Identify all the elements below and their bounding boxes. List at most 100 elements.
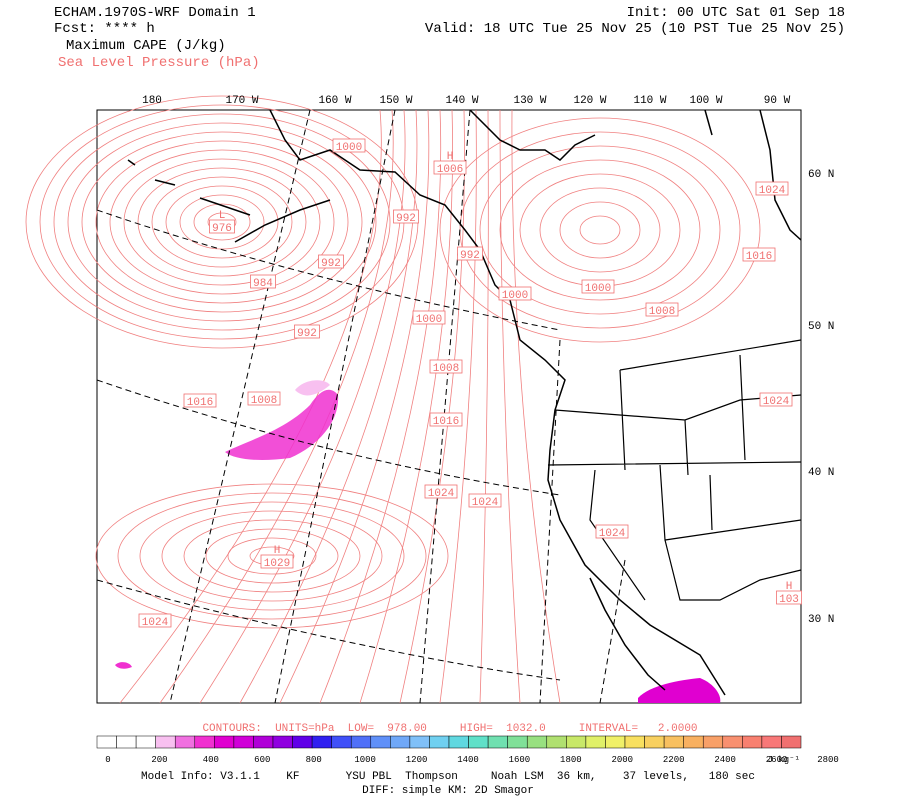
colorbar-swatch bbox=[663, 735, 684, 749]
contour-label-box bbox=[183, 393, 217, 408]
isobar bbox=[95, 140, 349, 304]
colorbar-swatch bbox=[174, 735, 196, 749]
isobar bbox=[319, 109, 442, 704]
isobar bbox=[439, 117, 761, 343]
contour-label: 992 bbox=[460, 250, 480, 262]
colorbar-swatch bbox=[390, 735, 411, 749]
isobar bbox=[559, 201, 641, 259]
cape-shading bbox=[638, 678, 721, 703]
colorbar-swatch bbox=[487, 735, 508, 749]
contour-label-box bbox=[468, 493, 502, 508]
colorbar: 0 200 400 600 800 1000 1200 1400 1600 1800 2000 220… bbox=[96, 735, 839, 765]
contour-label: 1008 bbox=[649, 306, 675, 318]
isobar bbox=[67, 122, 377, 322]
coastline bbox=[469, 109, 666, 691]
contour-label-box bbox=[595, 524, 629, 539]
isobar bbox=[183, 519, 361, 593]
contour-label-box bbox=[318, 254, 344, 269]
contour-field: Sea Level Pressure (hPa) bbox=[58, 55, 260, 71]
isobar bbox=[399, 109, 465, 704]
colorbar-label: 400 bbox=[203, 755, 219, 765]
isobar bbox=[227, 537, 317, 575]
longitude-label: 180 bbox=[142, 95, 162, 107]
contour-label-box bbox=[424, 484, 458, 499]
contour-label-box bbox=[332, 138, 366, 153]
pressure-center: H bbox=[274, 545, 281, 557]
colorbar-label: 2000 bbox=[611, 755, 633, 765]
isobar bbox=[139, 501, 405, 611]
isobar bbox=[479, 109, 489, 704]
longitude-line bbox=[169, 109, 626, 704]
isobar bbox=[179, 194, 265, 250]
isobar bbox=[479, 145, 721, 315]
longitude-label: 150 W bbox=[379, 95, 412, 107]
colorbar-swatch bbox=[526, 735, 548, 749]
colorbar-swatch bbox=[585, 735, 606, 749]
contour-label-box bbox=[742, 247, 776, 262]
contour-label-box bbox=[393, 209, 419, 224]
isobar bbox=[439, 109, 477, 704]
colorbar-label: 2600 bbox=[766, 755, 788, 765]
isobar bbox=[499, 109, 521, 704]
contour-label: 1016 bbox=[433, 416, 459, 428]
colorbar-swatch bbox=[116, 735, 137, 749]
colorbar-label: 1600 bbox=[509, 755, 531, 765]
isobar bbox=[165, 185, 279, 259]
isobar bbox=[499, 159, 701, 301]
forecast: Fcst: **** h bbox=[54, 21, 155, 37]
contour-label-box bbox=[247, 391, 281, 406]
coastline bbox=[127, 109, 802, 243]
cape-shading bbox=[225, 389, 339, 460]
colorbar-swatch bbox=[292, 735, 313, 749]
colorbar-swatch bbox=[194, 735, 215, 749]
state-border bbox=[547, 339, 802, 601]
colorbar-label: 1800 bbox=[560, 755, 582, 765]
contour-label-box bbox=[755, 181, 789, 196]
colorbar-swatch bbox=[233, 735, 254, 749]
contour-label-box bbox=[581, 279, 615, 294]
colorbar-label: 200 bbox=[151, 755, 167, 765]
contour-label: 1000 bbox=[336, 142, 362, 154]
longitude-label: 160 W bbox=[318, 95, 351, 107]
title: ECHAM.1970S-WRF Domain 1 bbox=[54, 5, 256, 21]
colorbar-swatch bbox=[605, 735, 626, 749]
colorbar-swatch bbox=[370, 735, 391, 749]
colorbar-swatch bbox=[272, 735, 293, 749]
contour-label: 1024 bbox=[142, 617, 169, 629]
contour-label: 103 bbox=[779, 594, 799, 606]
latitude-label: 50 N bbox=[808, 321, 834, 333]
colorbar-swatch bbox=[781, 735, 802, 749]
colorbar-swatch bbox=[468, 735, 489, 749]
colorbar-swatch bbox=[350, 735, 372, 749]
isobar bbox=[359, 109, 453, 704]
contour-label-box bbox=[260, 554, 294, 569]
isobar bbox=[539, 187, 661, 273]
colorbar-units: J kg⁻¹ bbox=[768, 755, 800, 765]
latitude-label: 40 N bbox=[808, 467, 834, 479]
contour-label-box bbox=[498, 286, 532, 301]
contour-label: 1024 bbox=[759, 185, 786, 197]
init-time: Init: 00 UTC Sat 01 Sep 18 bbox=[627, 5, 845, 21]
colorbar-swatch bbox=[624, 735, 645, 749]
contour-label: 1006 bbox=[437, 164, 463, 176]
coastline bbox=[269, 109, 726, 696]
contour-label-box bbox=[645, 302, 679, 317]
isobar bbox=[193, 203, 251, 241]
pressure-center: H bbox=[447, 151, 454, 163]
colorbar-swatch bbox=[331, 735, 352, 749]
colorbar-swatch bbox=[507, 735, 528, 749]
contour-label: 984 bbox=[253, 278, 273, 290]
contour-label: 1029 bbox=[264, 558, 290, 570]
colorbar-label: 0 bbox=[105, 755, 110, 765]
contour-label: 976 bbox=[212, 223, 232, 235]
contour-label-box bbox=[138, 613, 172, 628]
colorbar-label: 1000 bbox=[354, 755, 376, 765]
longitude-label: 90 W bbox=[764, 95, 791, 107]
isobar bbox=[123, 158, 321, 286]
latitude-label: 30 N bbox=[808, 614, 834, 626]
isobar bbox=[109, 149, 335, 295]
contour-label: 1016 bbox=[746, 251, 772, 263]
contour-label-box bbox=[457, 246, 483, 261]
isobar bbox=[159, 109, 394, 704]
